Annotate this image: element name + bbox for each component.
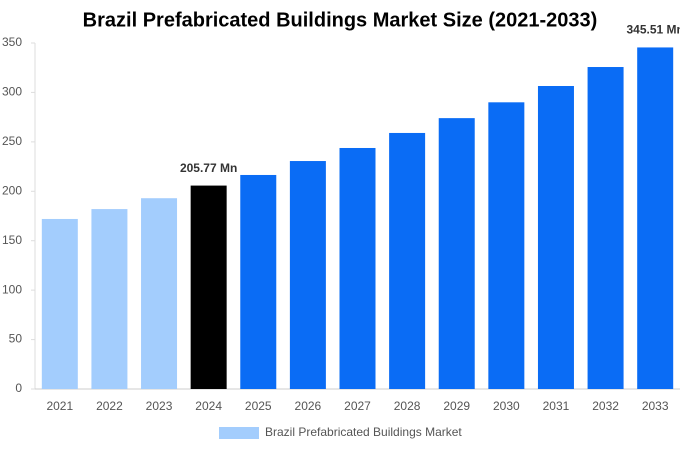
x-tick-label: 2029	[443, 399, 470, 413]
y-tick-label: 100	[2, 282, 22, 296]
x-tick-label: 2026	[295, 399, 322, 413]
bar	[339, 147, 376, 389]
x-tick-label: 2025	[245, 399, 272, 413]
x-tick-label: 2024	[195, 399, 222, 413]
bar	[637, 47, 674, 389]
y-tick-label: 300	[2, 85, 22, 99]
value-label: 345.51 Mn	[627, 23, 680, 37]
bar	[488, 102, 525, 390]
bar	[41, 218, 78, 389]
y-tick-label: 350	[2, 35, 22, 49]
x-tick-label: 2030	[493, 399, 520, 413]
x-tick-label: 2032	[592, 399, 619, 413]
x-tick-label: 2028	[394, 399, 421, 413]
bar	[587, 67, 624, 390]
y-tick-label: 250	[2, 134, 22, 148]
value-label: 205.77 Mn	[180, 161, 237, 175]
bar	[438, 118, 475, 389]
legend-label: Brazil Prefabricated Buildings Market	[265, 425, 462, 439]
x-tick-label: 2021	[46, 399, 73, 413]
y-tick-label: 50	[9, 332, 23, 346]
x-tick-label: 2027	[344, 399, 371, 413]
legend-swatch	[219, 427, 259, 439]
y-tick-label: 150	[2, 233, 22, 247]
bar	[240, 174, 277, 389]
bar	[289, 161, 326, 389]
bar	[389, 132, 426, 389]
bar	[190, 185, 227, 389]
x-tick-label: 2031	[543, 399, 570, 413]
bar	[537, 86, 574, 389]
x-tick-label: 2033	[642, 399, 669, 413]
chart-title: Brazil Prefabricated Buildings Market Si…	[83, 9, 598, 31]
y-tick-label: 200	[2, 183, 22, 197]
x-tick-label: 2022	[96, 399, 123, 413]
bar	[91, 209, 128, 389]
bar	[141, 198, 178, 389]
y-tick-label: 0	[15, 381, 22, 395]
x-tick-label: 2023	[146, 399, 173, 413]
